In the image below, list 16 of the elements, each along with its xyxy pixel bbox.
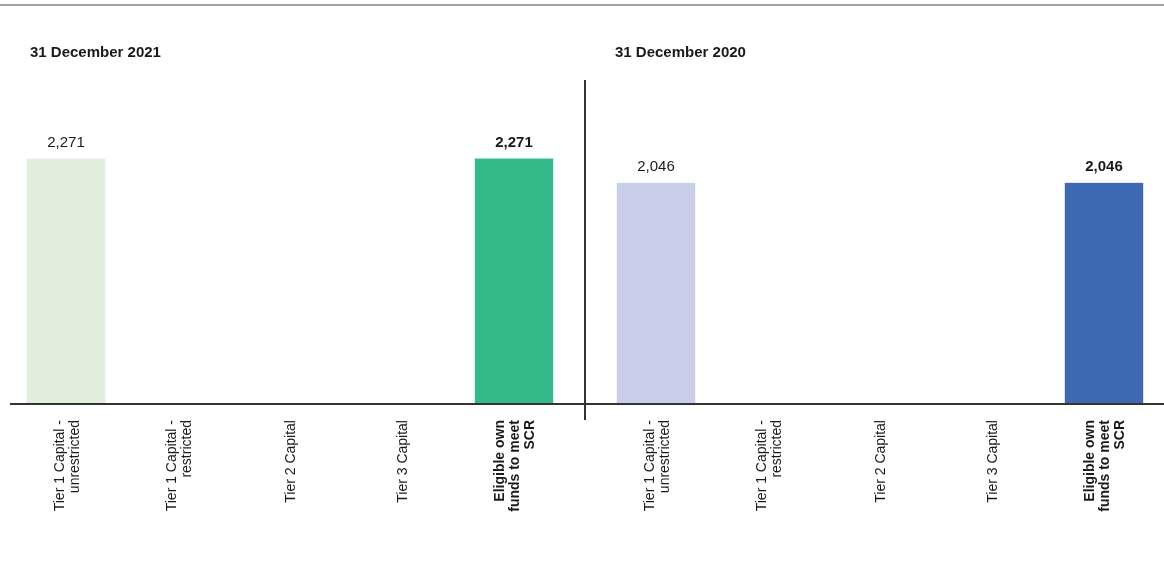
x-tick-label: Tier 3 Capital [394, 420, 410, 503]
x-tick-label: Eligible own funds to meet SCR [1081, 419, 1127, 512]
x-tick-label: Tier 1 Capital - unrestricted [640, 419, 672, 512]
data-label: 2,046 [1085, 156, 1123, 174]
chart-title: 31 December 2021 [30, 43, 161, 60]
x-tick-label: Eligible own funds to meet SCR [491, 419, 537, 512]
x-tick-label: Tier 1 Capital - restricted [752, 419, 784, 512]
x-tick-label: Tier 2 Capital [872, 420, 888, 503]
data-label: 2,271 [495, 132, 533, 150]
x-tick-label: Tier 2 Capital [282, 420, 298, 503]
x-tick-label: Tier 1 Capital - restricted [162, 419, 194, 512]
x-tick-label: Tier 1 Capital - unrestricted [50, 419, 82, 512]
data-label: 2,271 [47, 132, 85, 150]
chart-title: 31 December 2020 [615, 43, 746, 60]
x-tick-label: Tier 3 Capital [984, 420, 1000, 503]
data-label: 2,046 [637, 156, 675, 174]
